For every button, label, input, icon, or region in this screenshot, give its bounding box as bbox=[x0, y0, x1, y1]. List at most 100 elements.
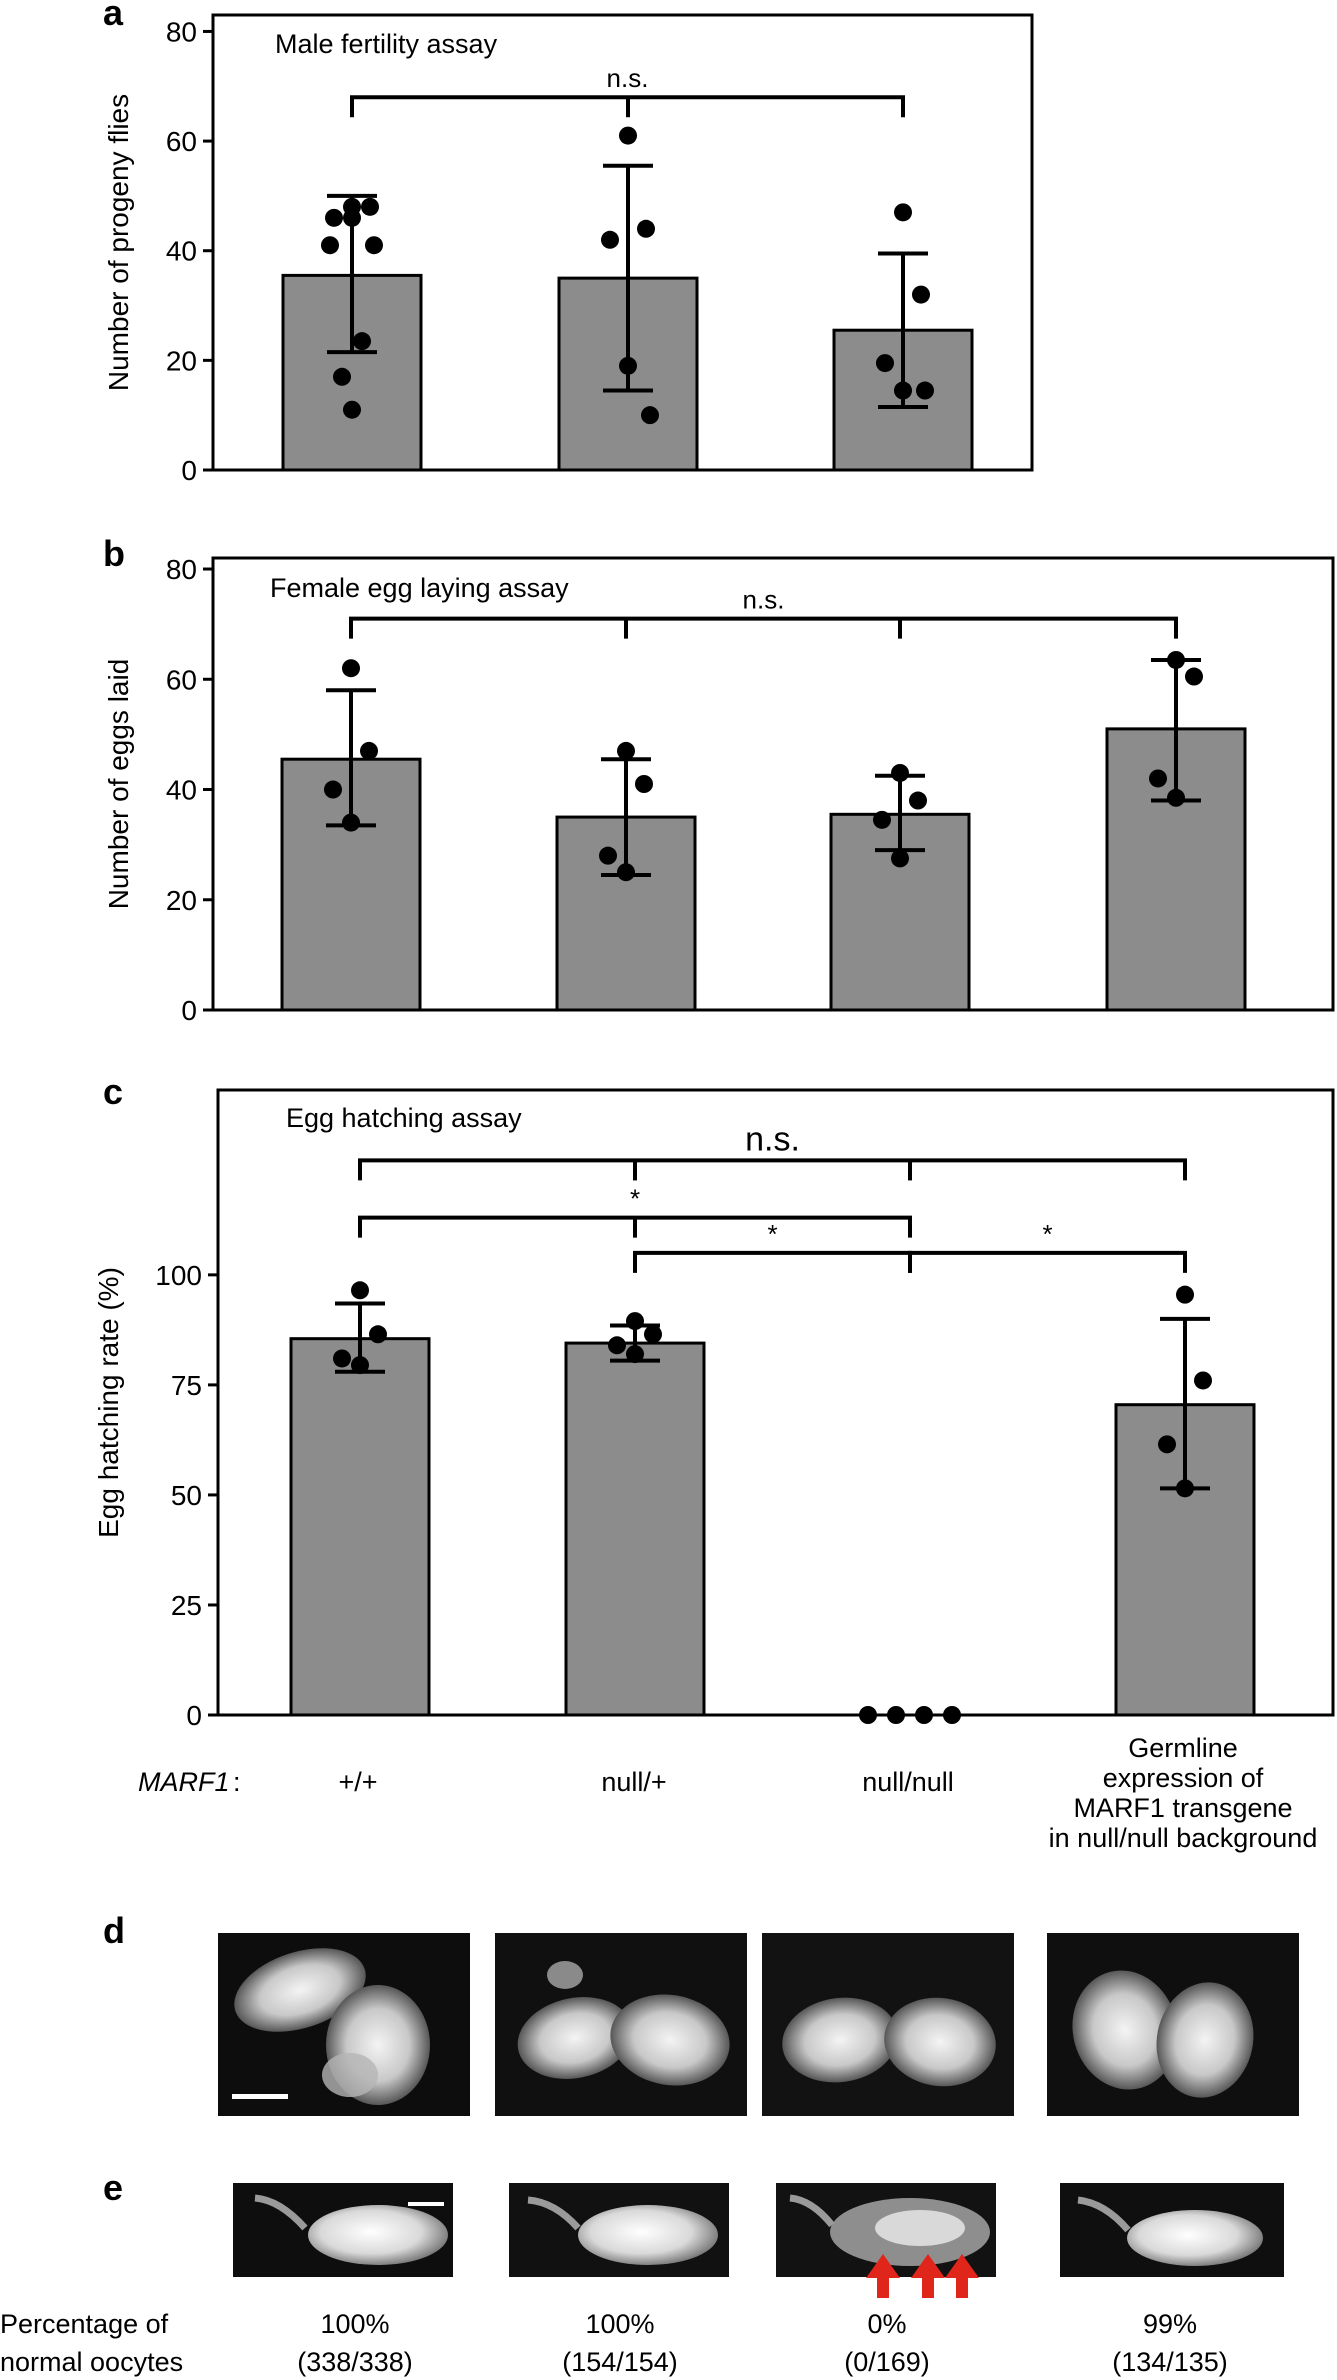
genotype-colon: : bbox=[233, 1767, 241, 1797]
data-point bbox=[599, 846, 617, 865]
percentage-value-2: 100% bbox=[585, 2309, 654, 2339]
data-point bbox=[626, 1312, 644, 1331]
data-point bbox=[873, 810, 891, 829]
data-point bbox=[343, 208, 361, 227]
ovary-image-wildtype bbox=[218, 1933, 470, 2116]
percentage-count-4: (134/135) bbox=[1112, 2347, 1228, 2377]
y-tick-label: 60 bbox=[166, 126, 197, 157]
y-axis-label: Number of eggs laid bbox=[103, 659, 134, 910]
data-point bbox=[916, 381, 934, 400]
ovary-image-rescue bbox=[1047, 1933, 1299, 2116]
data-point bbox=[894, 203, 912, 222]
y-tick-label: 40 bbox=[166, 775, 197, 806]
data-point bbox=[608, 1336, 626, 1355]
oocyte-image-rescue bbox=[1060, 2183, 1284, 2277]
y-tick-label: 100 bbox=[155, 1260, 202, 1291]
y-tick-label: 80 bbox=[166, 16, 197, 47]
genotype-labels: MARF1 : +/+ null/+ null/null Germline ex… bbox=[138, 1733, 1317, 1853]
data-point bbox=[1176, 1479, 1194, 1498]
y-tick-label: 0 bbox=[186, 1700, 202, 1731]
arrow-icon bbox=[866, 2254, 900, 2298]
condition-label-4-line2: expression of bbox=[1103, 1763, 1264, 1793]
data-point bbox=[641, 406, 659, 425]
significance-bracket bbox=[908, 1250, 1187, 1273]
data-point bbox=[360, 741, 378, 760]
condition-label-3: null/null bbox=[862, 1767, 954, 1797]
data-point bbox=[1158, 1435, 1176, 1454]
data-point bbox=[635, 775, 653, 793]
data-point bbox=[333, 367, 351, 386]
oocyte-image-heterozygous bbox=[509, 2183, 729, 2277]
data-point bbox=[365, 236, 383, 255]
chart-male-fertility: Male fertility assay 0 20 40 60 80 Number of p… bbox=[103, 13, 1034, 486]
data-point bbox=[891, 763, 909, 782]
y-tick-label: 75 bbox=[171, 1370, 202, 1401]
red-arrows bbox=[866, 2254, 979, 2298]
y-axis-label: Egg hatching rate (%) bbox=[93, 1267, 124, 1538]
data-point bbox=[912, 285, 930, 304]
condition-label-1: +/+ bbox=[338, 1767, 377, 1797]
data-point bbox=[887, 1706, 905, 1724]
plot-frame bbox=[211, 556, 1335, 1012]
percentage-value-3: 0% bbox=[867, 2309, 906, 2339]
y-tick-label: 25 bbox=[171, 1590, 202, 1621]
data-point bbox=[915, 1706, 933, 1724]
data-point bbox=[876, 354, 894, 373]
ovary-image-null bbox=[762, 1933, 1014, 2116]
significance-bracket bbox=[349, 616, 1178, 639]
bar bbox=[289, 1337, 431, 1717]
chart-title: Female egg laying assay bbox=[270, 573, 569, 603]
data-point bbox=[324, 780, 342, 799]
percentages: Percentage of normal oocytes 100% (338/3… bbox=[0, 2309, 1228, 2377]
significance-label: n.s. bbox=[743, 585, 785, 615]
data-point bbox=[1167, 788, 1185, 807]
data-point bbox=[894, 381, 912, 400]
genotype-label: MARF1 bbox=[138, 1767, 230, 1797]
data-point bbox=[626, 1345, 644, 1364]
data-point bbox=[617, 741, 635, 760]
ovary-image-heterozygous bbox=[495, 1933, 747, 2116]
data-point bbox=[909, 791, 927, 810]
y-tick-label: 20 bbox=[166, 885, 197, 916]
panel-letter-a: a bbox=[103, 0, 124, 33]
data-point bbox=[891, 849, 909, 868]
data-point bbox=[637, 219, 655, 238]
arrow-icon bbox=[911, 2254, 945, 2298]
chart-egg-hatching: Egg hatching assay 0 25 50 75 100 Egg hatching… bbox=[93, 1088, 1335, 1731]
data-point bbox=[351, 1281, 369, 1300]
y-tick-label: 50 bbox=[171, 1480, 202, 1511]
data-point bbox=[1176, 1285, 1194, 1304]
plot-frame bbox=[216, 1088, 1335, 1717]
data-point bbox=[644, 1325, 662, 1344]
percentage-row-label-line2: normal oocytes bbox=[0, 2347, 183, 2377]
percentage-row-label-line1: Percentage of bbox=[0, 2309, 169, 2339]
data-point bbox=[353, 332, 371, 351]
panel-d-images bbox=[218, 1933, 1299, 2116]
data-point bbox=[943, 1706, 961, 1724]
significance-label: * bbox=[1042, 1219, 1052, 1249]
significance-bracket bbox=[358, 1158, 1187, 1181]
data-point bbox=[342, 659, 360, 678]
data-point bbox=[1167, 650, 1185, 669]
panel-letter-b: b bbox=[103, 533, 125, 574]
condition-label-4-line1: Germline bbox=[1128, 1733, 1238, 1763]
y-axis-label: Number of progeny flies bbox=[103, 94, 134, 391]
chart-title: Male fertility assay bbox=[275, 29, 498, 59]
chart-title: Egg hatching assay bbox=[286, 1103, 522, 1133]
scale-bar bbox=[408, 2202, 444, 2206]
percentage-count-3: (0/169) bbox=[844, 2347, 930, 2377]
chart-female-egg-laying: Female egg laying assay 0 20 40 60 80 Number o… bbox=[103, 554, 1335, 1026]
panel-letter-c: c bbox=[103, 1071, 123, 1112]
panel-letter-d: d bbox=[103, 1910, 125, 1951]
y-tick-label: 20 bbox=[166, 345, 197, 376]
arrow-icon bbox=[945, 2254, 979, 2298]
significance-label: * bbox=[630, 1184, 640, 1214]
data-point bbox=[333, 1349, 351, 1368]
significance-label: * bbox=[767, 1219, 777, 1249]
data-point bbox=[1194, 1371, 1212, 1390]
data-point bbox=[1149, 769, 1167, 788]
condition-label-4-line3: MARF1 transgene bbox=[1073, 1793, 1292, 1823]
y-tick-label: 0 bbox=[181, 995, 197, 1026]
data-point bbox=[617, 863, 635, 882]
